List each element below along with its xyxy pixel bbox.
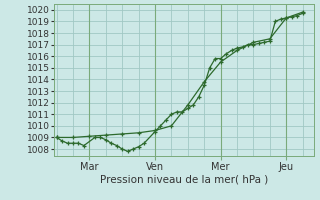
X-axis label: Pression niveau de la mer( hPa ): Pression niveau de la mer( hPa ) — [100, 174, 268, 184]
